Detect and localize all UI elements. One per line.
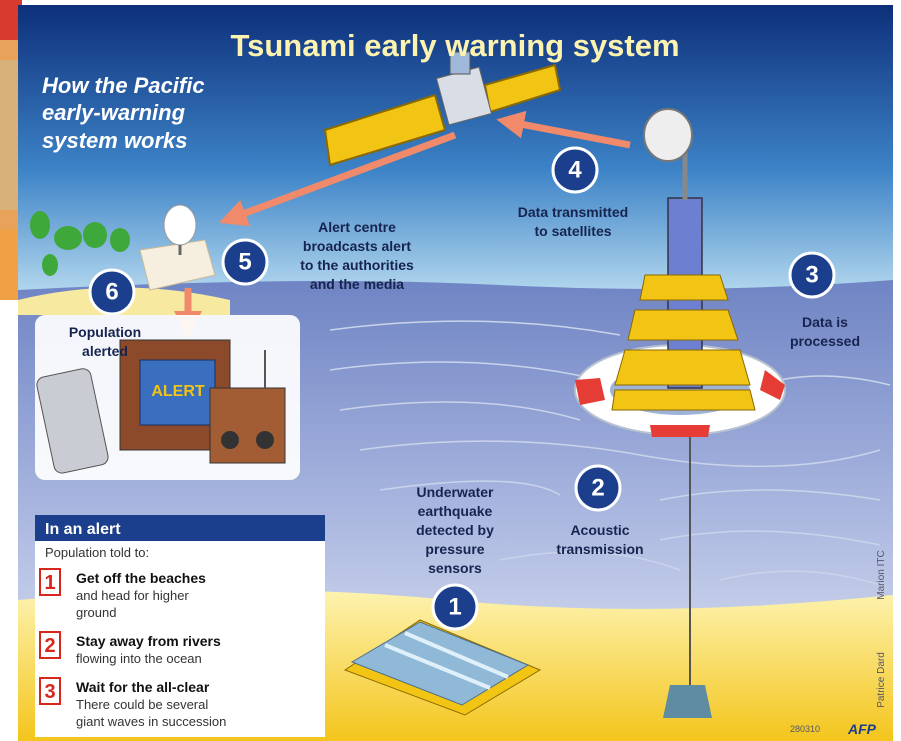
- alert-title: In an alert: [45, 521, 121, 538]
- credit-code: 280310: [790, 724, 820, 734]
- step-number: 4: [568, 157, 582, 184]
- item-detail: and head for higher: [76, 588, 189, 603]
- population-panel-part: [221, 431, 239, 449]
- step-number: 1: [448, 594, 461, 621]
- item-detail: flowing into the ocean: [76, 651, 202, 666]
- step-label-line: and the media: [310, 276, 404, 292]
- step-label-line: Population: [69, 324, 141, 340]
- item-number: 1: [44, 572, 55, 594]
- buoy-part: [640, 275, 728, 300]
- credit-photo: Patrice Dard: [876, 652, 887, 708]
- credit-artist: Marion ITC: [876, 550, 887, 599]
- subtitle-line: early-warning: [42, 100, 186, 125]
- coast-part: [83, 222, 107, 248]
- population-panel-part: [256, 431, 274, 449]
- subtitle: How the Pacific early-warning system wor…: [42, 73, 211, 153]
- buoy-part: [663, 685, 712, 718]
- step-label-line: earthquake: [418, 503, 493, 519]
- item-detail: ground: [76, 605, 116, 620]
- step-number: 2: [591, 475, 604, 502]
- subtitle-line: How the Pacific: [42, 73, 205, 98]
- buoy-part: [628, 310, 738, 340]
- step-label-line: Data transmitted: [518, 204, 628, 220]
- step-label-line: transmission: [556, 541, 643, 557]
- step-number: 5: [238, 249, 251, 276]
- credit-agency: AFP: [847, 721, 877, 737]
- buoy-part: [612, 390, 755, 410]
- coast-part: [54, 226, 82, 250]
- item-detail: giant waves in succession: [76, 714, 226, 729]
- step-label-line: Data is: [802, 314, 848, 330]
- step-label-line: broadcasts alert: [303, 238, 411, 254]
- buoy-part: [615, 350, 750, 385]
- step-label-line: detected by: [416, 522, 494, 538]
- buoy-part: [644, 109, 692, 161]
- step-number: 6: [105, 279, 118, 306]
- tv-screen: ALERT: [151, 383, 205, 400]
- item-heading: Get off the beaches: [76, 570, 206, 586]
- subtitle-line: system works: [42, 128, 188, 153]
- title: Tsunami early warning system: [230, 28, 679, 63]
- item-detail: There could be several: [76, 697, 208, 712]
- coast-part: [164, 205, 196, 245]
- step-label-line: processed: [790, 333, 860, 349]
- item-heading: Wait for the all-clear: [76, 679, 210, 695]
- coast-part: [30, 211, 50, 239]
- item-number: 2: [44, 635, 55, 657]
- population-panel-part: [210, 388, 285, 463]
- coast-part: [110, 228, 130, 252]
- step-label-line: pressure: [425, 541, 484, 557]
- step-label-line: Acoustic: [570, 522, 629, 538]
- item-number: 3: [44, 681, 55, 703]
- alert-box: In an alert Population told to: 1 Get off…: [35, 515, 325, 737]
- step-label-line: sensors: [428, 560, 482, 576]
- step-label-line: Alert centre: [318, 219, 396, 235]
- coast-part: [42, 254, 58, 276]
- step-label-line: Underwater: [416, 484, 494, 500]
- step-number: 3: [805, 262, 818, 289]
- buoy-part: [650, 425, 710, 437]
- step-label-line: to the authorities: [300, 257, 414, 273]
- step-label-line: alerted: [82, 343, 128, 359]
- step-label-line: to satellites: [534, 223, 611, 239]
- item-heading: Stay away from rivers: [76, 633, 221, 649]
- alert-intro: Population told to:: [45, 545, 149, 560]
- infographic: ALERT Tsunami early warning system How t…: [0, 0, 901, 741]
